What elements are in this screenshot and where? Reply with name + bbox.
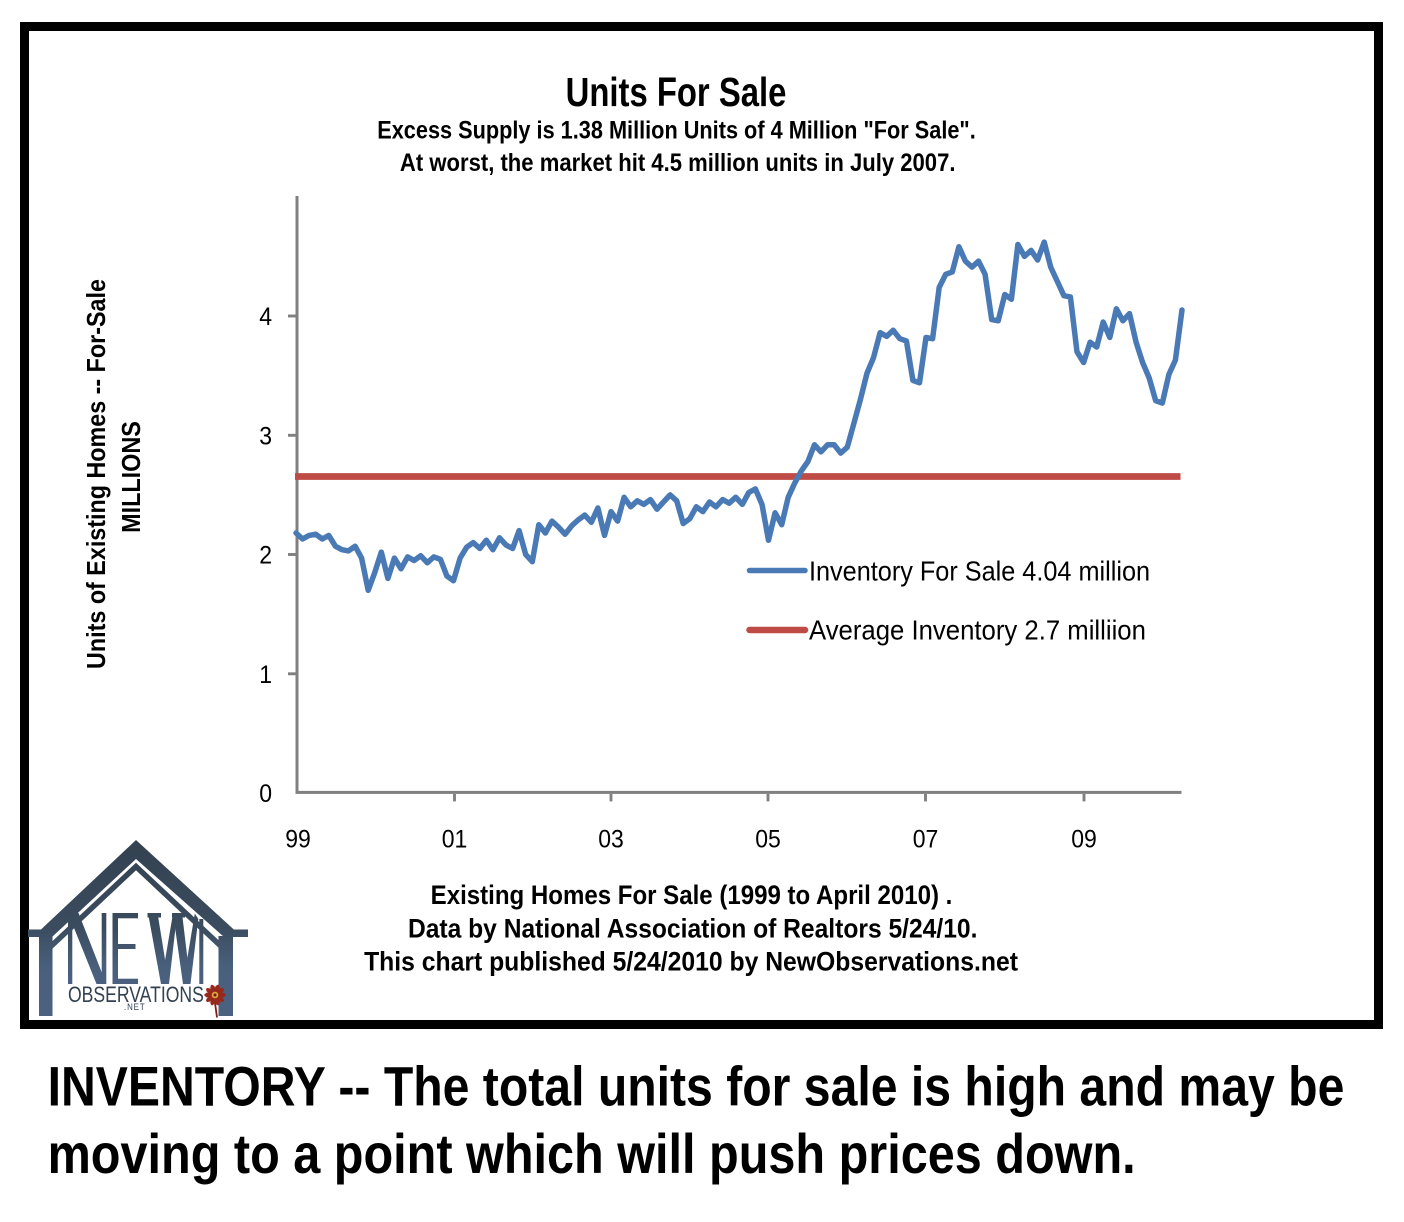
svg-text:99: 99 — [285, 825, 311, 853]
svg-text:05: 05 — [755, 825, 781, 853]
svg-text:03: 03 — [598, 825, 624, 853]
svg-text:This chart published 5/24/2010: This chart published 5/24/2010 by NewObs… — [364, 948, 1018, 977]
svg-text:01: 01 — [442, 825, 468, 853]
svg-text:At worst, the market hit 4.5 m: At worst, the market hit 4.5 million uni… — [400, 149, 956, 177]
svg-text:Existing Homes For Sale (1999: Existing Homes For Sale (1999 to April 2… — [431, 881, 953, 911]
svg-text:3: 3 — [259, 423, 272, 451]
svg-text:1: 1 — [259, 661, 272, 689]
svg-text:Units For Sale: Units For Sale — [566, 68, 787, 114]
svg-text:07: 07 — [913, 825, 939, 853]
svg-text:OBSERVATIONS: OBSERVATIONS — [68, 983, 204, 1007]
svg-text:2: 2 — [259, 542, 272, 570]
svg-text:0: 0 — [259, 780, 272, 808]
svg-text:Units of Existing Homes -- For: Units of Existing Homes -- For-Sale — [83, 279, 111, 669]
svg-text:moving to a point which will p: moving to a point which will push prices… — [48, 1124, 1136, 1186]
svg-text:.NET: .NET — [124, 1002, 146, 1013]
svg-text:MILLIONS: MILLIONS — [118, 421, 146, 533]
svg-text:INVENTORY -- The total units f: INVENTORY -- The total units for sale is… — [48, 1056, 1345, 1118]
svg-text:Excess Supply is 1.38 Million: Excess Supply is 1.38 Million Units of 4… — [377, 116, 976, 144]
svg-text:Average Inventory 2.7 milliion: Average Inventory 2.7 milliion — [809, 615, 1146, 646]
svg-text:4: 4 — [259, 303, 272, 331]
svg-text:09: 09 — [1071, 825, 1097, 853]
svg-text:Inventory For Sale 4.04 millio: Inventory For Sale 4.04 million — [809, 555, 1150, 587]
svg-text:Data by National Association o: Data by National Association of Realtors… — [408, 914, 977, 943]
